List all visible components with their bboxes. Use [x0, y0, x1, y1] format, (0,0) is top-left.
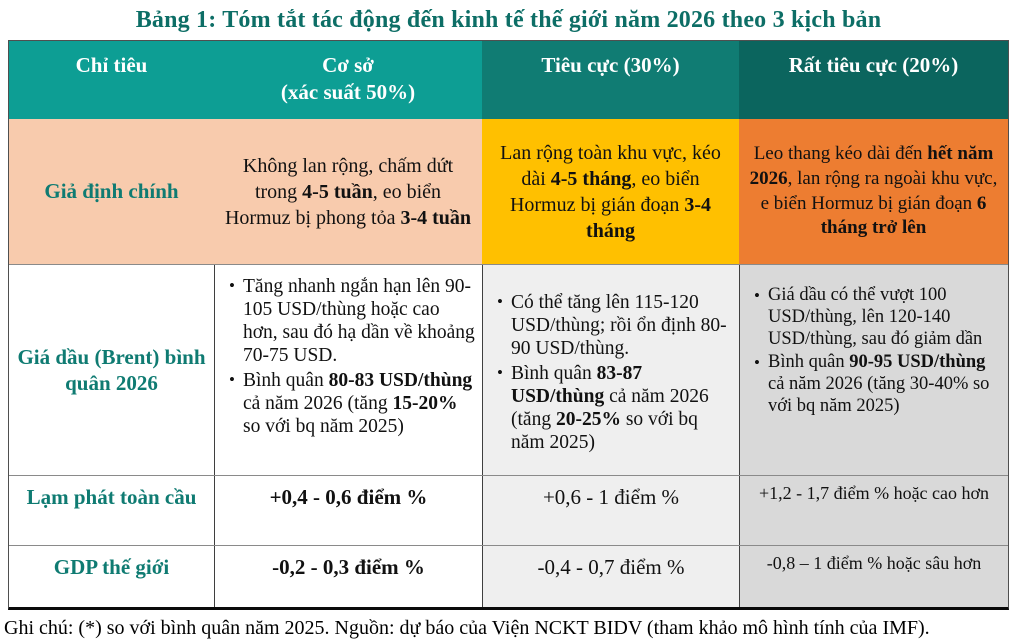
header-rat-tieu-cuc-label: Rất tiêu cực (20%) [788, 53, 959, 77]
bullet-item: • Bình quân 80-83 USD/thùng cả năm 2026 … [221, 369, 476, 438]
row-label: Lạm phát toàn cầu [26, 485, 197, 509]
cell-gdp-base: -0,2 - 0,3 điểm % [214, 546, 482, 607]
cell-lam-phat-negative: +0,6 - 1 điểm % [482, 476, 739, 545]
cell-text: Không lan rộng, chấm dứt trong 4-5 tuần,… [224, 154, 472, 229]
cell-value: -0,2 - 0,3 điểm % [272, 555, 425, 579]
cell-gia-dinh-chinh-base: Không lan rộng, chấm dứt trong 4-5 tuần,… [214, 119, 482, 264]
bullet-text: Bình quân 80-83 USD/thùng cả năm 2026 (t… [243, 370, 473, 437]
cell-text: Leo thang kéo dài đến hết năm 2026, lan … [749, 143, 998, 239]
bullet-icon: • [229, 276, 235, 295]
row-label: Giả định chính [44, 179, 179, 204]
bullet-icon: • [497, 292, 503, 311]
header-rat-tieu-cuc: Rất tiêu cực (20%) [739, 41, 1008, 119]
row-label: Giá dầu (Brent) bình quân 2026 [17, 344, 206, 395]
bullet-item: • Giá dầu có thể vượt 100 USD/thùng, lên… [746, 285, 1002, 350]
bullet-text: Bình quân 90-95 USD/thùng cả năm 2026 (t… [768, 352, 990, 417]
scenario-table: Chỉ tiêu Cơ sở (xác suất 50%) Tiêu cực (… [8, 40, 1009, 610]
cell-value: -0,4 - 0,7 điểm % [537, 555, 685, 579]
header-row: Chỉ tiêu Cơ sở (xác suất 50%) Tiêu cực (… [9, 41, 1008, 119]
bullet-item: • Tăng nhanh ngắn hạn lên 90-105 USD/thù… [221, 275, 476, 367]
header-tieu-cuc-label: Tiêu cực (30%) [541, 53, 680, 77]
cell-value: +1,2 - 1,7 điểm % hoặc cao hơn [758, 483, 990, 503]
table-title: Bảng 1: Tóm tắt tác động đến kinh tế thế… [135, 7, 882, 33]
bullet-item: • Bình quân 90-95 USD/thùng cả năm 2026 … [746, 352, 1002, 417]
header-tieu-cuc: Tiêu cực (30%) [482, 41, 739, 119]
bullet-icon: • [754, 286, 760, 305]
cell-lam-phat-base: +0,4 - 0,6 điểm % [214, 476, 482, 545]
row-label: GDP thế giới [53, 555, 170, 579]
bullet-icon: • [229, 370, 235, 389]
cell-gia-dau-base: • Tăng nhanh ngắn hạn lên 90-105 USD/thù… [214, 265, 482, 475]
row-lam-phat-toan-cau: Lạm phát toàn cầu +0,4 - 0,6 điểm % +0,6… [9, 475, 1008, 545]
cell-value: -0,8 – 1 điểm % hoặc sâu hơn [766, 553, 982, 573]
header-co-so-line1: Cơ sở [322, 53, 374, 77]
cell-gdp-label: GDP thế giới [9, 546, 214, 607]
row-gia-dau-brent: Giá dầu (Brent) bình quân 2026 • Tăng nh… [9, 264, 1008, 475]
cell-value: +0,6 - 1 điểm % [542, 485, 680, 509]
cell-lam-phat-very-negative: +1,2 - 1,7 điểm % hoặc cao hơn [739, 476, 1008, 545]
bullet-item: • Bình quân 83-87 USD/thùng cả năm 2026 … [489, 362, 733, 454]
cell-lam-phat-label: Lạm phát toàn cầu [9, 476, 214, 545]
cell-gia-dau-label: Giá dầu (Brent) bình quân 2026 [9, 265, 214, 475]
bullet-text: Giá dầu có thể vượt 100 USD/thùng, lên 1… [768, 285, 983, 349]
cell-gia-dinh-chinh-label: Giả định chính [9, 119, 214, 264]
bullet-text: Có thể tăng lên 115-120 USD/thùng; rồi ổ… [511, 292, 727, 359]
bullet-text: Tăng nhanh ngắn hạn lên 90-105 USD/thùng… [243, 276, 475, 366]
bullet-item: • Có thể tăng lên 115-120 USD/thùng; rồi… [489, 291, 733, 360]
footnote: Ghi chú: (*) so với bình quân năm 2025. … [4, 617, 930, 639]
cell-gdp-negative: -0,4 - 0,7 điểm % [482, 546, 739, 607]
header-chi-tieu-label: Chỉ tiêu [75, 53, 148, 77]
cell-gdp-very-negative: -0,8 – 1 điểm % hoặc sâu hơn [739, 546, 1008, 607]
bullet-text: Bình quân 83-87 USD/thùng cả năm 2026 (t… [511, 363, 709, 453]
cell-gia-dinh-chinh-negative: Lan rộng toàn khu vực, kéo dài 4-5 tháng… [482, 119, 739, 264]
row-gdp-the-gioi: GDP thế giới -0,2 - 0,3 điểm % -0,4 - 0,… [9, 545, 1008, 607]
row-gia-dinh-chinh: Giả định chính Không lan rộng, chấm dứt … [9, 119, 1008, 264]
header-co-so: Cơ sở (xác suất 50%) [214, 41, 482, 119]
cell-gia-dinh-chinh-very-negative: Leo thang kéo dài đến hết năm 2026, lan … [739, 119, 1008, 264]
cell-value: +0,4 - 0,6 điểm % [269, 485, 428, 509]
bullet-icon: • [754, 353, 760, 373]
bullet-icon: • [497, 363, 503, 382]
header-co-so-line2: (xác suất 50%) [280, 80, 416, 105]
cell-gia-dau-negative: • Có thể tăng lên 115-120 USD/thùng; rồi… [482, 265, 739, 475]
cell-gia-dau-very-negative: • Giá dầu có thể vượt 100 USD/thùng, lên… [739, 265, 1008, 475]
header-chi-tieu: Chỉ tiêu [9, 41, 214, 119]
cell-text: Lan rộng toàn khu vực, kéo dài 4-5 tháng… [500, 141, 721, 242]
